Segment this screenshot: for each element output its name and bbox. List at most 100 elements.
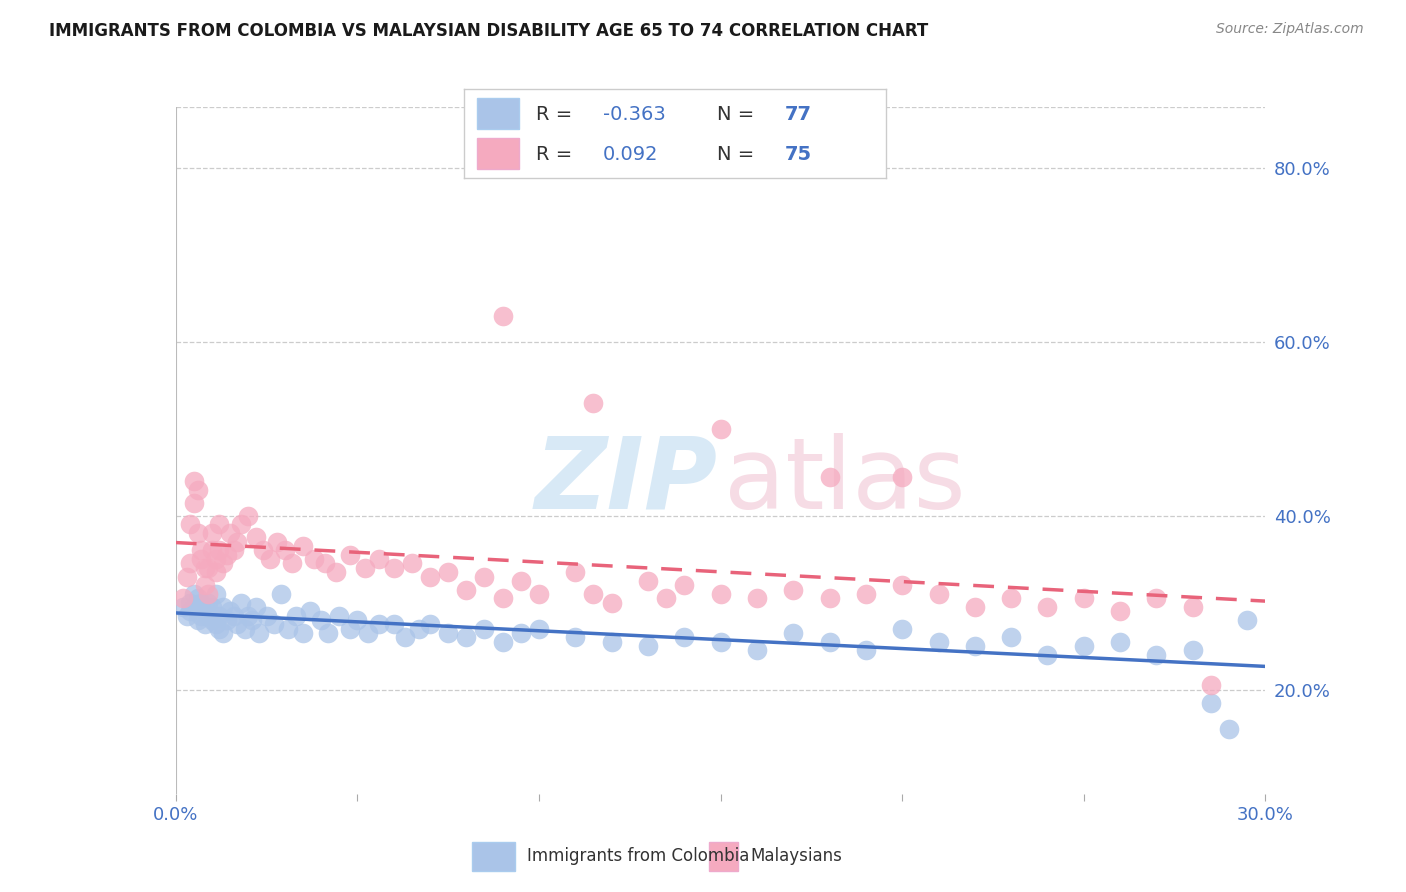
- Point: [1146, 648, 1168, 662]
- Point: [1109, 634, 1132, 648]
- Point: [891, 622, 914, 636]
- Point: [215, 548, 238, 562]
- Text: Malaysians: Malaysians: [751, 847, 842, 865]
- Point: [247, 626, 270, 640]
- Point: [219, 526, 242, 541]
- Point: [197, 587, 219, 601]
- Point: [190, 552, 212, 566]
- Point: [600, 634, 623, 648]
- Point: [855, 587, 877, 601]
- Point: [745, 643, 768, 657]
- Point: [357, 626, 380, 640]
- Point: [197, 596, 219, 610]
- Point: [240, 613, 263, 627]
- Point: [299, 604, 322, 618]
- Point: [408, 622, 430, 636]
- Point: [368, 617, 391, 632]
- FancyBboxPatch shape: [477, 98, 519, 129]
- Point: [782, 582, 804, 597]
- Point: [212, 557, 235, 571]
- Point: [492, 309, 515, 323]
- Text: Source: ZipAtlas.com: Source: ZipAtlas.com: [1216, 22, 1364, 37]
- Point: [201, 613, 224, 627]
- Text: 77: 77: [785, 104, 811, 124]
- Point: [183, 587, 205, 601]
- Point: [1000, 631, 1022, 645]
- Point: [673, 578, 696, 592]
- Point: [259, 552, 281, 566]
- Point: [314, 557, 336, 571]
- Point: [208, 608, 231, 623]
- Point: [339, 622, 361, 636]
- Point: [222, 543, 245, 558]
- Point: [226, 534, 249, 549]
- Text: R =: R =: [536, 145, 585, 164]
- Point: [509, 626, 531, 640]
- Point: [818, 634, 841, 648]
- Point: [1000, 591, 1022, 606]
- Point: [186, 613, 209, 627]
- Point: [179, 604, 201, 618]
- Point: [655, 591, 678, 606]
- Text: atlas: atlas: [724, 433, 966, 530]
- Point: [190, 608, 212, 623]
- Point: [328, 608, 350, 623]
- Point: [564, 631, 586, 645]
- Text: ZIP: ZIP: [534, 433, 717, 530]
- Point: [492, 591, 515, 606]
- Point: [782, 626, 804, 640]
- Point: [212, 626, 235, 640]
- Point: [710, 587, 733, 601]
- Point: [509, 574, 531, 588]
- Point: [891, 469, 914, 483]
- Point: [382, 561, 405, 575]
- Point: [270, 587, 292, 601]
- Point: [179, 557, 201, 571]
- Point: [302, 552, 325, 566]
- Point: [194, 578, 217, 592]
- Point: [233, 622, 256, 636]
- Point: [208, 622, 231, 636]
- Point: [492, 634, 515, 648]
- Text: IMMIGRANTS FROM COLOMBIA VS MALAYSIAN DISABILITY AGE 65 TO 74 CORRELATION CHART: IMMIGRANTS FROM COLOMBIA VS MALAYSIAN DI…: [49, 22, 928, 40]
- FancyBboxPatch shape: [477, 138, 519, 169]
- Point: [263, 617, 285, 632]
- Point: [291, 539, 314, 553]
- Point: [208, 517, 231, 532]
- Text: N =: N =: [717, 145, 761, 164]
- Point: [274, 543, 297, 558]
- Point: [527, 622, 550, 636]
- Point: [346, 613, 368, 627]
- Point: [1146, 591, 1168, 606]
- Point: [527, 587, 550, 601]
- Point: [194, 599, 217, 614]
- Point: [194, 561, 217, 575]
- Point: [745, 591, 768, 606]
- Point: [1181, 599, 1204, 614]
- Point: [238, 608, 260, 623]
- Point: [201, 543, 224, 558]
- Point: [256, 608, 278, 623]
- Point: [226, 617, 249, 632]
- Point: [1218, 722, 1240, 736]
- Point: [186, 483, 209, 497]
- Point: [1036, 599, 1059, 614]
- Point: [437, 626, 460, 640]
- Point: [928, 634, 950, 648]
- Point: [710, 422, 733, 436]
- Point: [204, 552, 226, 566]
- Point: [204, 587, 226, 601]
- Point: [194, 617, 217, 632]
- Point: [197, 608, 219, 623]
- Point: [673, 631, 696, 645]
- Text: 75: 75: [785, 145, 811, 164]
- Text: 0.092: 0.092: [603, 145, 658, 164]
- Point: [891, 578, 914, 592]
- Point: [1199, 696, 1222, 710]
- Point: [855, 643, 877, 657]
- Point: [176, 608, 198, 623]
- Point: [179, 596, 201, 610]
- Point: [1036, 648, 1059, 662]
- Point: [277, 622, 299, 636]
- Point: [212, 599, 235, 614]
